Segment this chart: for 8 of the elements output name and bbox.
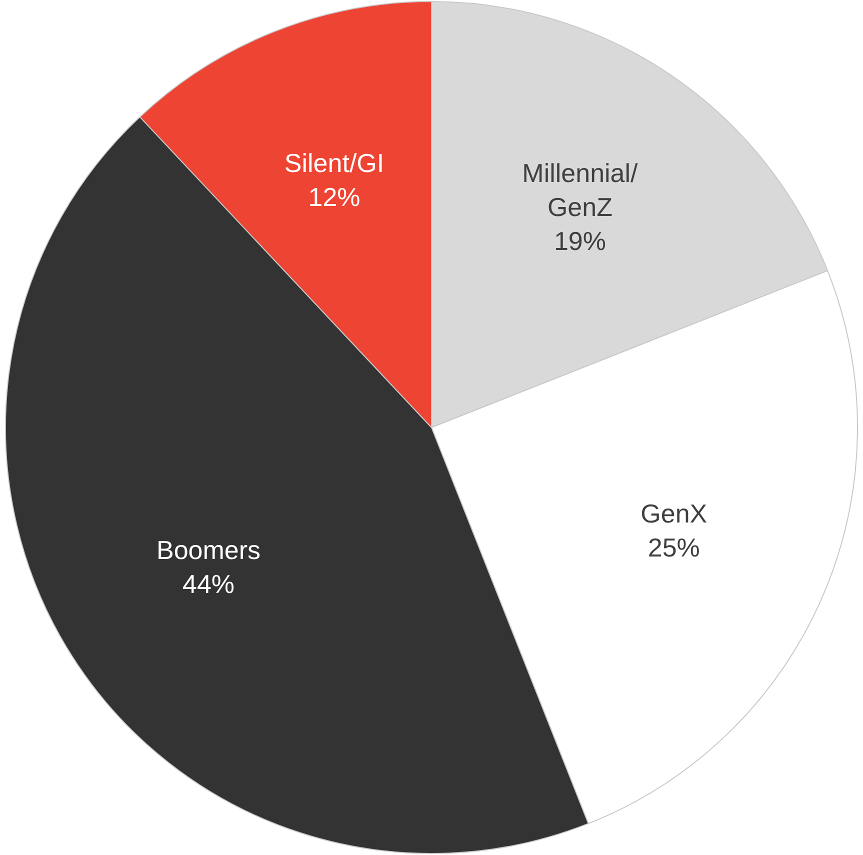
slice-label: Boomers bbox=[156, 535, 261, 566]
slice-label: Millennial/GenZ bbox=[522, 158, 639, 222]
data-label: 19% bbox=[554, 226, 606, 256]
data-label: 25% bbox=[648, 532, 700, 563]
slice-label: Silent/GI bbox=[284, 148, 384, 178]
data-label: 44% bbox=[182, 569, 235, 600]
data-label: 12% bbox=[308, 182, 360, 212]
slice-label: GenX bbox=[640, 498, 708, 529]
